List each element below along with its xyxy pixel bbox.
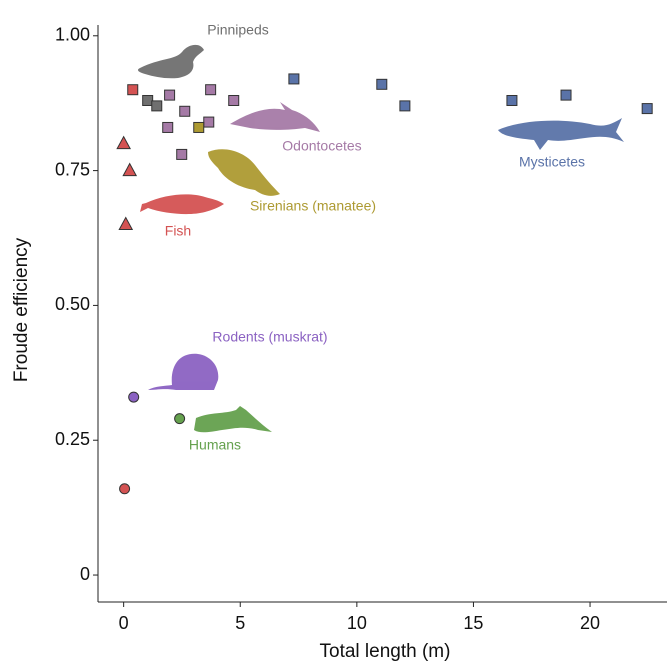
x-axis-title: Total length (m)	[320, 641, 451, 662]
muskrat-icon	[148, 353, 219, 390]
group-label: Sirenians (manatee)	[250, 198, 376, 214]
point	[203, 116, 215, 128]
x-tick-label: 0	[119, 613, 129, 633]
point	[118, 216, 134, 231]
point	[164, 89, 176, 101]
group-label: Pinnipeds	[207, 22, 269, 38]
point	[162, 121, 174, 133]
point	[228, 94, 240, 106]
y-tick-label: 0.50	[55, 294, 90, 314]
point	[205, 84, 217, 96]
point	[288, 73, 300, 85]
point	[176, 148, 188, 160]
point	[128, 391, 140, 403]
x-tick-label: 15	[463, 613, 483, 633]
x-tick-label: 10	[347, 613, 367, 633]
point	[127, 84, 139, 96]
whale-icon	[498, 118, 624, 150]
point	[560, 89, 572, 101]
point	[151, 100, 163, 112]
point	[122, 162, 138, 177]
point	[641, 103, 653, 115]
group-label: Mysticetes	[519, 154, 585, 170]
y-tick-label: 0.75	[55, 159, 90, 179]
point	[399, 100, 411, 112]
x-tick-label: 20	[580, 613, 600, 633]
point	[179, 105, 191, 117]
fish-icon	[140, 194, 224, 215]
x-tick-label: 5	[235, 613, 245, 633]
y-tick-label: 0.25	[55, 429, 90, 449]
point	[119, 483, 131, 495]
y-axis-title: Froude efficiency	[11, 237, 32, 382]
group-label: Rodents (muskrat)	[212, 329, 327, 345]
group-label: Humans	[189, 437, 241, 453]
point	[142, 94, 154, 106]
group-label: Fish	[165, 223, 191, 239]
seal-icon	[137, 44, 204, 79]
group-label: Odontocetes	[282, 138, 361, 154]
dolphin-icon	[230, 102, 320, 132]
y-tick-label: 1.00	[55, 25, 90, 45]
point	[193, 121, 205, 133]
point	[506, 94, 518, 106]
manatee-icon	[208, 149, 280, 196]
point	[376, 78, 388, 90]
point	[116, 135, 131, 150]
point	[174, 413, 186, 425]
human-icon	[194, 406, 272, 433]
y-tick-label: 0	[80, 564, 90, 584]
silhouettes	[137, 44, 624, 433]
